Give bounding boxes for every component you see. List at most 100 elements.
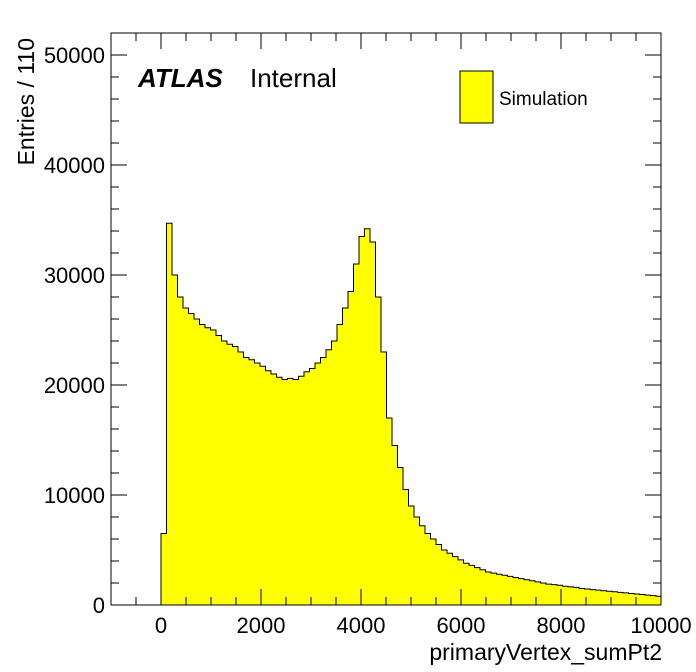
histogram-bin xyxy=(656,596,661,605)
histogram-bin xyxy=(315,363,321,605)
histogram-bin xyxy=(359,236,365,605)
histogram-bin xyxy=(463,563,469,605)
histogram-bin xyxy=(546,584,552,605)
histogram-bin xyxy=(623,592,629,605)
histogram-bin xyxy=(331,341,337,605)
y-tick-label: 0 xyxy=(93,593,105,618)
histogram-bin xyxy=(612,591,618,605)
histogram-bin xyxy=(507,576,513,605)
atlas-status-label: Internal xyxy=(250,63,337,93)
x-tick-label: 10000 xyxy=(630,613,691,638)
histogram-bin xyxy=(634,594,640,605)
histogram-bin xyxy=(452,556,458,605)
histogram-bin xyxy=(540,583,546,605)
y-tick-label: 40000 xyxy=(44,153,105,178)
histogram-bin xyxy=(216,335,222,605)
histogram-bin xyxy=(403,489,409,605)
histogram-bin xyxy=(298,376,304,605)
histogram-bin xyxy=(491,573,497,605)
histogram-bin xyxy=(447,553,453,605)
atlas-label: ATLAS xyxy=(137,63,223,93)
histogram-bin xyxy=(249,359,255,605)
histogram-bin xyxy=(161,533,167,605)
histogram-bin xyxy=(210,330,216,605)
histogram-bin xyxy=(573,587,579,605)
histogram-bin xyxy=(304,371,310,605)
histogram-bin xyxy=(221,341,227,605)
histogram-bin xyxy=(271,374,277,605)
histogram-bin xyxy=(177,297,183,605)
x-tick-label: 4000 xyxy=(337,613,386,638)
histogram-bin xyxy=(188,313,194,605)
histogram-bin xyxy=(562,586,568,605)
histogram-bin xyxy=(650,595,656,605)
x-tick-label: 8000 xyxy=(537,613,586,638)
histogram-bin xyxy=(551,584,557,605)
histogram-bin xyxy=(320,357,326,605)
y-axis-title: Entries / 110 xyxy=(13,38,39,165)
histogram-bin xyxy=(172,275,178,605)
histogram-bin xyxy=(370,242,376,605)
histogram-bin xyxy=(524,579,530,605)
histogram-bin xyxy=(276,377,282,605)
histogram-layer xyxy=(160,222,662,606)
x-tick-label: 6000 xyxy=(437,613,486,638)
histogram-bin xyxy=(529,580,535,605)
x-tick-label: 0 xyxy=(155,613,167,638)
histogram-bin xyxy=(513,577,519,605)
histogram-bin xyxy=(183,308,189,605)
histogram-bin xyxy=(535,581,541,605)
y-tick-label: 10000 xyxy=(44,483,105,508)
histogram-bin xyxy=(436,544,442,605)
histogram-bin xyxy=(480,569,486,605)
histogram-bin xyxy=(238,352,244,605)
histogram-bin xyxy=(425,533,431,605)
histogram-bin xyxy=(232,346,238,605)
histogram-bin xyxy=(458,559,464,605)
y-tick-label: 50000 xyxy=(44,43,105,68)
histogram-bin xyxy=(375,297,381,605)
histogram-bin xyxy=(590,589,596,605)
histogram-bin xyxy=(282,379,288,605)
histogram-bin xyxy=(639,594,645,605)
histogram-bin xyxy=(227,344,233,605)
histogram-outline xyxy=(160,222,662,605)
tick-labels-layer: 0 2000 4000 6000 8000 10000 0 10000 20000 30000 40… xyxy=(44,43,692,638)
histogram-bin xyxy=(430,539,436,605)
histogram-bin xyxy=(254,363,260,605)
y-tick-label: 20000 xyxy=(44,373,105,398)
legend-swatch xyxy=(459,70,494,124)
histogram-bin xyxy=(386,418,392,605)
histogram-bin xyxy=(364,228,370,606)
histogram-bin xyxy=(205,327,211,605)
histogram-bin xyxy=(337,324,343,605)
histogram-bin xyxy=(309,368,315,605)
histogram-bin xyxy=(606,591,612,605)
histogram-bin xyxy=(348,291,354,605)
histogram-bin xyxy=(326,349,332,605)
histogram-bin xyxy=(265,370,271,605)
histogram-bin xyxy=(408,506,414,605)
histogram-bin xyxy=(293,379,299,605)
histogram-bin xyxy=(353,264,359,605)
legend-entry-label: Simulation xyxy=(499,89,588,110)
x-tick-label: 2000 xyxy=(237,613,286,638)
ticks-layer xyxy=(110,32,662,606)
histogram-bin xyxy=(287,378,293,605)
histogram-bin xyxy=(342,308,348,605)
histogram-bin xyxy=(628,593,634,605)
histogram-bin xyxy=(518,578,524,605)
histogram-bin xyxy=(485,572,491,605)
histogram-bin xyxy=(502,575,508,605)
y-tick-label: 30000 xyxy=(44,263,105,288)
histogram-bin xyxy=(199,324,205,605)
histogram-bin xyxy=(243,357,249,605)
histogram-bin xyxy=(584,589,590,605)
histogram-bin xyxy=(419,525,425,605)
histogram-bin xyxy=(166,223,172,606)
histogram-bin xyxy=(595,590,601,605)
histogram-bin xyxy=(645,595,651,605)
histogram-bin xyxy=(496,574,502,605)
histogram-bin xyxy=(397,467,403,605)
